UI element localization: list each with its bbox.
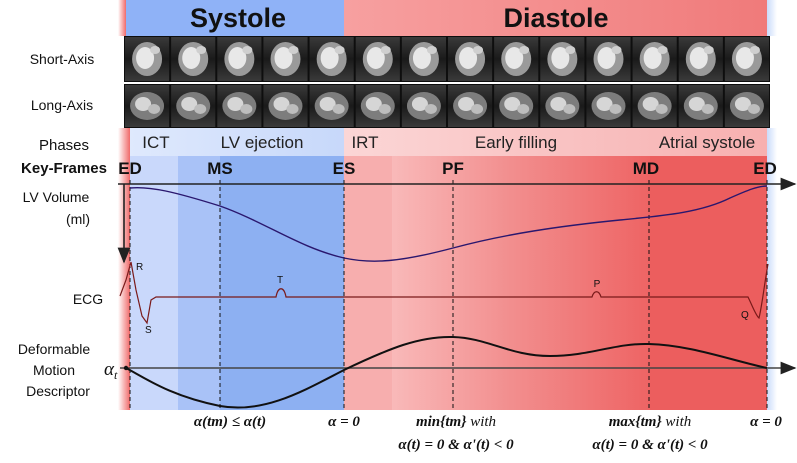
band-early-filling	[392, 128, 650, 410]
descriptor-label-3: Descriptor	[26, 383, 90, 399]
keyframe-ms: MS	[207, 159, 233, 178]
phase-strip-systole	[130, 128, 344, 156]
short-axis-frame	[586, 37, 631, 81]
long-axis-frame	[309, 85, 354, 127]
ecg-wave-p: P	[594, 279, 601, 290]
header-diastole-band	[344, 0, 769, 36]
long-axis-frame	[263, 85, 308, 127]
keyframe-lines	[129, 180, 768, 408]
long-axis-frame	[724, 85, 769, 127]
alpha-letter: α	[104, 359, 115, 380]
long-axis-frame	[448, 85, 493, 127]
long-axis-frame	[355, 85, 400, 127]
ecg-wave-t: T	[277, 275, 283, 286]
header-left-edge	[118, 0, 126, 36]
systole-label: Systole	[190, 3, 286, 33]
descriptor-label-1: Deformable	[18, 341, 91, 357]
header-right-edge	[767, 0, 777, 36]
band-ejection-main	[220, 128, 344, 410]
band-ict	[130, 128, 178, 410]
diastole-label: Diastole	[503, 3, 608, 33]
ecg-label: ECG	[73, 291, 103, 307]
md-rule-bold: max{tm}	[609, 414, 663, 430]
header-systole-band	[124, 0, 344, 36]
ed-rule: α = 0	[750, 414, 782, 430]
band-ed-left	[118, 128, 130, 410]
lv-volume-unit: (ml)	[66, 211, 90, 227]
ms-rule: α(tm) ≤ α(t)	[194, 414, 266, 430]
md-rule-italic: with	[662, 414, 692, 430]
keyframe-md: MD	[633, 159, 659, 178]
short-axis-frame	[540, 37, 585, 81]
ecg-wave-s: S	[145, 325, 152, 336]
short-axis-frame	[217, 37, 262, 81]
short-axis-frame	[678, 37, 723, 81]
long-axis-frame	[217, 85, 262, 127]
long-axis-label: Long-Axis	[31, 97, 93, 113]
long-axis-frame	[632, 85, 677, 127]
ecg-wave-r: R	[136, 262, 143, 273]
phase-irt: IRT	[351, 133, 378, 152]
pf-rule-line1: min{tm} with	[416, 414, 496, 430]
alpha-sub: t	[114, 368, 118, 382]
pf-rule-bold: min{tm}	[416, 414, 467, 430]
phase-ict: ICT	[142, 133, 169, 152]
long-axis-frame	[401, 85, 446, 127]
md-rule-line1: max{tm} with	[609, 414, 692, 430]
alpha-symbol: αt	[104, 359, 118, 382]
short-axis-frame	[171, 37, 216, 81]
short-axis-frame	[263, 37, 308, 81]
lv-volume-label: LV Volume	[23, 189, 90, 205]
lv-volume-curve	[129, 185, 768, 262]
keyframe-pf: PF	[442, 159, 464, 178]
band-ejection-early	[178, 128, 220, 410]
short-axis-frame	[494, 37, 539, 81]
short-axis-label: Short-Axis	[30, 51, 95, 67]
ecg-wave-q: Q	[741, 310, 749, 321]
long-axis-frame	[540, 85, 585, 127]
ecg-curve	[119, 261, 769, 325]
descriptor-origin-dot	[123, 365, 129, 371]
short-axis-frame	[125, 37, 170, 81]
es-rule: α = 0	[328, 414, 360, 430]
keyframe-es: ES	[333, 159, 356, 178]
keyframe-ed-start: ED	[118, 159, 142, 178]
long-axis-frame	[171, 85, 216, 127]
long-axis-frame	[678, 85, 723, 127]
mri-strips	[124, 36, 770, 128]
key-frames-label: Key-Frames	[21, 160, 107, 177]
short-axis-frame	[309, 37, 354, 81]
descriptor-curve	[125, 335, 768, 409]
descriptor-label-2: Motion	[33, 362, 75, 378]
short-axis-frame	[401, 37, 446, 81]
phase-atrial-systole: Atrial systole	[659, 133, 755, 152]
phase-lv-ejection: LV ejection	[221, 133, 304, 152]
pf-rule-italic: with	[466, 414, 496, 430]
long-axis-frame	[494, 85, 539, 127]
md-rule-line2: α(t) = 0 & α'(t) < 0	[592, 437, 708, 453]
band-irt	[344, 128, 392, 410]
band-ed-right	[767, 128, 777, 410]
short-axis-frame	[355, 37, 400, 81]
short-axis-frame	[448, 37, 493, 81]
phase-early-filling: Early filling	[475, 133, 557, 152]
short-axis-frame	[724, 37, 769, 81]
short-axis-frame	[632, 37, 677, 81]
pf-rule-line2: α(t) = 0 & α'(t) < 0	[398, 437, 514, 453]
keyframe-ed-end: ED	[753, 159, 777, 178]
phase-bands	[118, 128, 777, 410]
phase-strip-diastole	[344, 128, 767, 156]
long-axis-frame	[125, 85, 170, 127]
long-axis-frame	[586, 85, 631, 127]
phases-label: Phases	[39, 137, 89, 154]
